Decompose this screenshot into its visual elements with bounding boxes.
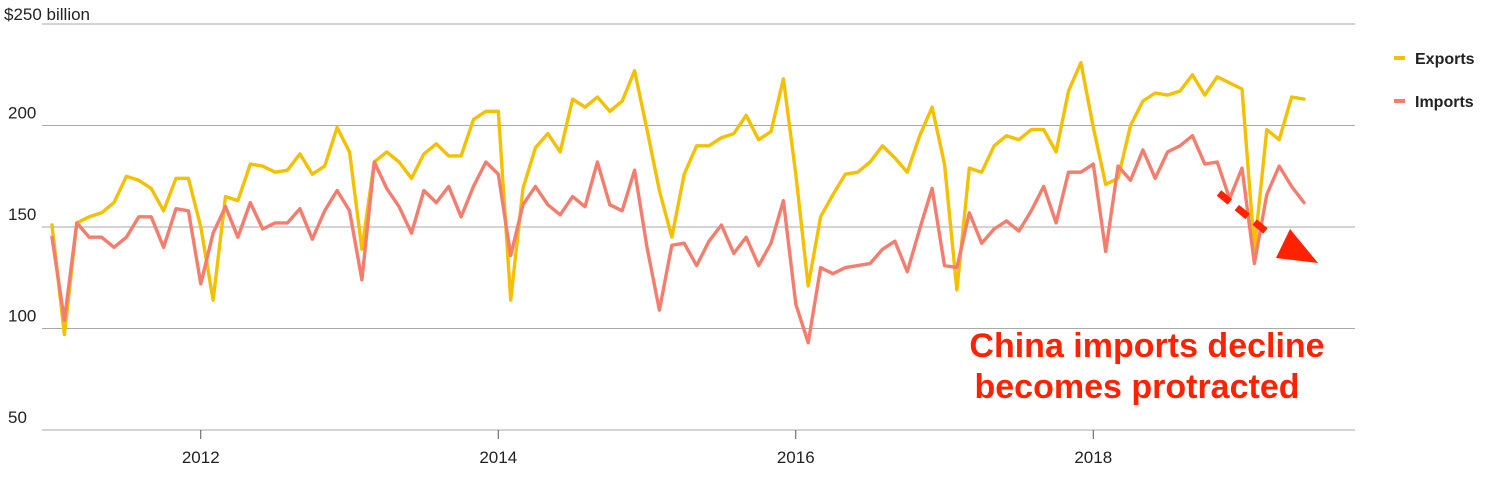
- annotation-arrow: [1216, 190, 1271, 236]
- y-tick-label-150: 150: [8, 205, 36, 224]
- legend-label-exports: Exports: [1415, 51, 1475, 68]
- x-tick-label-2014: 2014: [479, 448, 517, 467]
- legend-label-imports: Imports: [1415, 94, 1474, 111]
- x-axis-ticks: 2012 2014 2016 2018: [182, 430, 1112, 467]
- y-axis-ticks: 200 150 100 50: [8, 104, 36, 428]
- annotation-line-2: becomes protracted: [975, 368, 1300, 406]
- series-line-exports: [50, 60, 1306, 337]
- annotation-line-1: China imports decline: [969, 327, 1324, 365]
- x-tick-label-2018: 2018: [1074, 448, 1112, 467]
- x-tick-label-2012: 2012: [182, 448, 220, 467]
- y-tick-label-50: 50: [8, 408, 27, 427]
- series-lines: [50, 60, 1306, 345]
- annotation-arrowhead: [1276, 229, 1318, 263]
- annotation: China imports decline becomes protracted: [969, 190, 1325, 406]
- y-axis-label: $250 billion: [4, 5, 90, 24]
- x-tick-label-2016: 2016: [777, 448, 815, 467]
- series-line-imports: [50, 133, 1306, 345]
- y-tick-label-200: 200: [8, 104, 36, 123]
- y-tick-label-100: 100: [8, 307, 36, 326]
- legend: Exports Imports: [1394, 51, 1475, 111]
